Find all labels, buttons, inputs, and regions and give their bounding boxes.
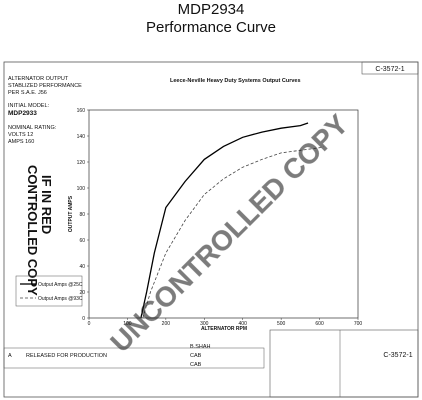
doc-number: C-3572-1 xyxy=(383,352,412,359)
legend-label: Output Amps @93C xyxy=(38,296,83,302)
x-tick-label: 600 xyxy=(315,321,324,327)
rating-label: NOMINAL RATING: xyxy=(8,125,57,131)
info: ALTERNATOR OUTPUT xyxy=(8,76,69,82)
stamp: CONTROLLED COPY xyxy=(25,165,40,296)
x-tick-label: 0 xyxy=(88,321,91,327)
y-tick-label: 40 xyxy=(79,264,85,270)
y-axis-label: OUTPUT AMPS xyxy=(68,195,74,232)
chart-title: Leece-Neville Heavy Duty Systems Output … xyxy=(170,78,301,84)
legend-frame xyxy=(15,275,83,307)
y-tick-label: 0 xyxy=(82,316,85,322)
x-tick-label: 400 xyxy=(239,321,248,327)
series-line xyxy=(142,146,324,319)
y-tick-label: 60 xyxy=(79,238,85,244)
info: PER S.A.E. J56 xyxy=(8,90,47,96)
y-tick-label: 20 xyxy=(79,290,85,296)
revision: A xyxy=(8,353,12,359)
doc-number-box xyxy=(361,61,419,75)
x-tick-label: 200 xyxy=(162,321,171,327)
page-subtitle: Performance Curve xyxy=(146,19,276,36)
chart: Leece-Neville Heavy Duty Systems Output … xyxy=(15,78,363,332)
document-frame xyxy=(3,61,419,398)
model: MDP2933 xyxy=(8,110,37,117)
stamp: IF IN RED xyxy=(39,175,54,234)
signature: B.SHAH xyxy=(190,344,211,350)
y-tick-label: 100 xyxy=(77,186,86,192)
x-axis-label: ALTERNATOR RPM xyxy=(201,326,247,332)
x-tick-label: 100 xyxy=(123,321,132,327)
title-block xyxy=(269,329,419,398)
legend-label: Output Amps @25C xyxy=(38,282,83,288)
info: STABLIZED PERFORMANCE xyxy=(8,83,82,89)
signature: CAB xyxy=(190,362,202,368)
rating: AMPS 160 xyxy=(8,139,34,145)
page-title: MDP2934 xyxy=(178,1,245,18)
y-tick-label: 160 xyxy=(77,108,86,114)
signature: CAB xyxy=(190,353,202,359)
y-tick-label: 120 xyxy=(77,160,86,166)
x-tick-label: 500 xyxy=(277,321,286,327)
series-line xyxy=(140,122,309,319)
rating: VOLTS 12 xyxy=(8,132,33,138)
doc-number: C-3572-1 xyxy=(375,66,404,73)
y-tick-label: 80 xyxy=(79,212,85,218)
model-label: INITIAL MODEL: xyxy=(8,103,50,109)
x-tick-label: 300 xyxy=(200,321,209,327)
revision-block xyxy=(3,347,265,369)
revision-text: RELEASED FOR PRODUCTION xyxy=(26,353,107,359)
x-tick-label: 700 xyxy=(354,321,363,327)
y-tick-label: 140 xyxy=(77,134,86,140)
